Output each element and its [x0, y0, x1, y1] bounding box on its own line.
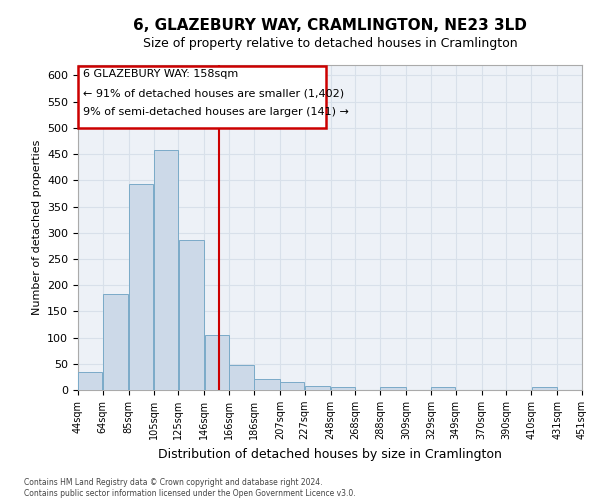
Text: Contains HM Land Registry data © Crown copyright and database right 2024.
Contai: Contains HM Land Registry data © Crown c…: [24, 478, 356, 498]
Bar: [154, 150, 178, 390]
Bar: [431, 388, 455, 390]
Text: 6, GLAZEBURY WAY, CRAMLINGTON, NE23 3LD: 6, GLAZEBURY WAY, CRAMLINGTON, NE23 3LD: [133, 18, 527, 32]
Bar: [79, 372, 103, 390]
Bar: [129, 184, 153, 390]
Text: ← 91% of detached houses are smaller (1,402): ← 91% of detached houses are smaller (1,…: [83, 88, 344, 98]
Text: 6 GLAZEBURY WAY: 158sqm: 6 GLAZEBURY WAY: 158sqm: [83, 69, 238, 79]
FancyBboxPatch shape: [78, 66, 326, 128]
Bar: [205, 336, 229, 390]
Text: Size of property relative to detached houses in Cramlington: Size of property relative to detached ho…: [143, 38, 517, 51]
Bar: [380, 388, 406, 390]
Bar: [331, 388, 355, 390]
Bar: [532, 388, 557, 390]
Bar: [280, 382, 304, 390]
Y-axis label: Number of detached properties: Number of detached properties: [32, 140, 41, 315]
Bar: [305, 386, 331, 390]
Bar: [254, 379, 280, 390]
Text: 9% of semi-detached houses are larger (141) →: 9% of semi-detached houses are larger (1…: [83, 107, 349, 117]
Bar: [103, 294, 128, 390]
X-axis label: Distribution of detached houses by size in Cramlington: Distribution of detached houses by size …: [158, 448, 502, 460]
Bar: [229, 365, 254, 390]
Bar: [179, 240, 204, 390]
